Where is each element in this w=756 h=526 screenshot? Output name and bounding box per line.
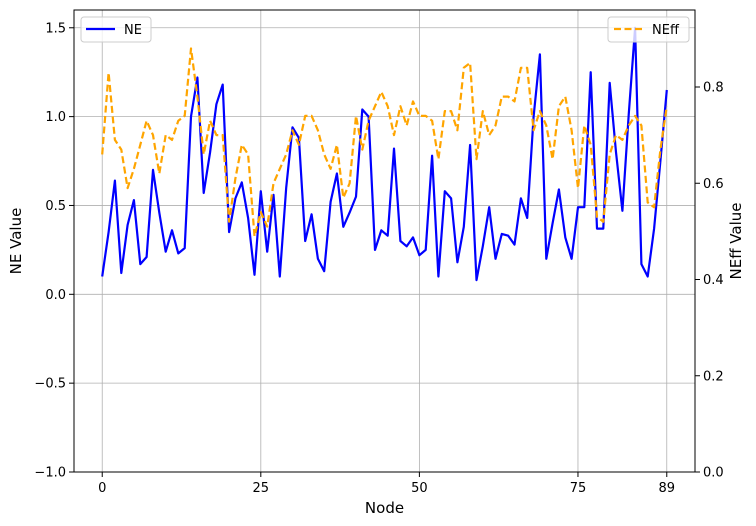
legend-ne: NE xyxy=(80,16,152,43)
left-y-tick-label: 1.0 xyxy=(45,110,66,125)
legend-ne-label: NE xyxy=(124,23,142,38)
plot-frame xyxy=(73,9,696,473)
left-y-tick-label: −1.0 xyxy=(34,466,66,481)
x-tick-label: 89 xyxy=(658,481,675,496)
x-axis-label: Node xyxy=(365,499,404,517)
right-y-tick-label: 0.4 xyxy=(703,273,724,288)
right-y-tick-label: 0.0 xyxy=(703,466,724,481)
left-y-tick-label: 1.5 xyxy=(45,21,66,36)
series-line-ne xyxy=(101,26,668,282)
legend-neff-label: NEff xyxy=(652,23,680,38)
legend-ne-box xyxy=(80,16,152,43)
left-y-axis: −1.0 −0.5 0.0 0.5 1.0 1.5 xyxy=(34,21,74,481)
series-layer xyxy=(101,26,668,282)
x-tick-label: 0 xyxy=(98,481,106,496)
right-y-tick-label: 0.6 xyxy=(703,177,724,192)
left-y-tick-label: 0.0 xyxy=(45,288,66,303)
left-y-axis-label: NE Value xyxy=(7,208,25,275)
x-axis: 0 25 50 75 89 xyxy=(98,472,675,496)
legend-neff: NEff xyxy=(607,16,690,43)
right-y-tick-label: 0.8 xyxy=(703,81,724,96)
right-y-axis: 0.0 0.2 0.4 0.6 0.8 xyxy=(695,81,724,481)
x-tick-label: 25 xyxy=(253,481,270,496)
legend-neff-box xyxy=(607,16,690,43)
left-y-tick-label: 0.5 xyxy=(45,199,66,214)
x-tick-label: 75 xyxy=(570,481,587,496)
left-y-tick-label: −0.5 xyxy=(34,377,66,392)
series-line-neff xyxy=(101,47,668,238)
right-y-tick-label: 0.2 xyxy=(703,369,724,384)
right-y-axis-label: NEff Value xyxy=(727,203,745,280)
x-tick-label: 50 xyxy=(411,481,428,496)
